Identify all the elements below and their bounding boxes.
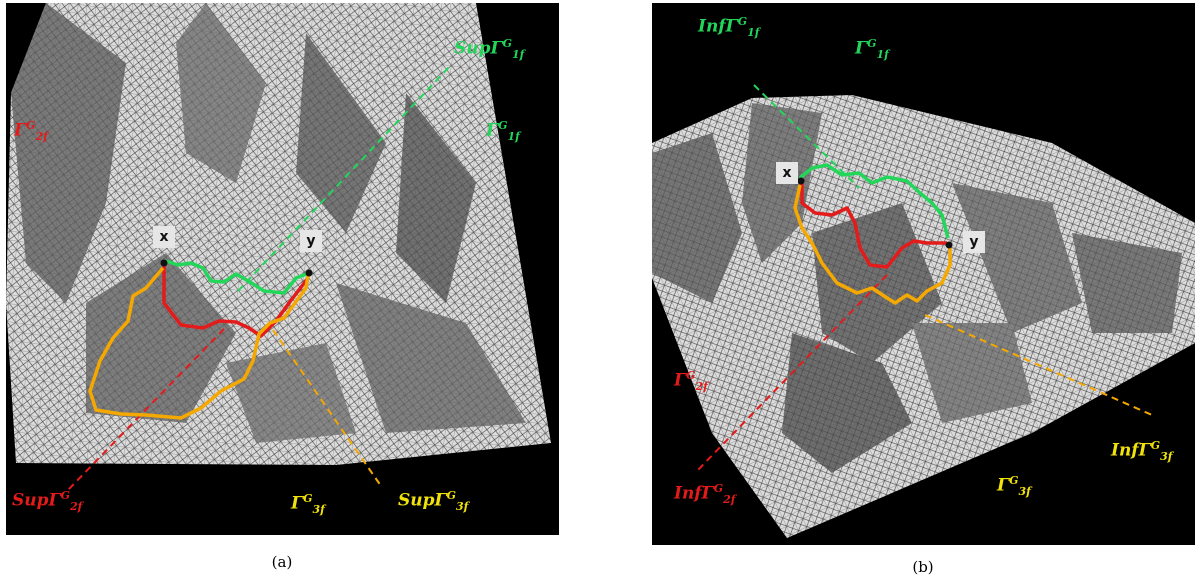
point-x xyxy=(797,177,805,185)
label-gamma-2f: ΓG2f xyxy=(674,369,708,394)
label-gamma-2f: ΓG2f xyxy=(14,119,48,144)
point-x xyxy=(160,259,168,267)
leader-sup-1 xyxy=(237,64,452,292)
path-orange xyxy=(88,266,310,420)
label-inf-gamma-1f: InfΓG1f xyxy=(698,15,760,40)
marker-y: y xyxy=(300,230,322,252)
panel-a-terrain: x y SupΓG1f ΓG1f ΓG2f SupΓG2f ΓG3f SupΓG… xyxy=(6,3,559,535)
marker-y: y xyxy=(963,231,985,253)
leader-inf-1 xyxy=(753,84,860,189)
path-green xyxy=(798,163,950,239)
label-sup-gamma-1f: SupΓG1f xyxy=(454,37,525,62)
leader-inf-3 xyxy=(924,314,1153,416)
leader-sup-3 xyxy=(272,329,382,487)
caption-b: (b) xyxy=(912,558,934,576)
label-gamma-1f: ΓG1f xyxy=(486,119,520,144)
mountain-ridges xyxy=(652,103,1182,473)
panel-a-surface xyxy=(6,3,551,491)
label-gamma-1f: ΓG1f xyxy=(855,37,889,62)
point-y xyxy=(945,241,953,249)
path-orange xyxy=(793,184,952,305)
label-gamma-3f: ΓG3f xyxy=(997,474,1031,499)
label-sup-gamma-2f: SupΓG2f xyxy=(12,489,83,514)
leader-inf-2 xyxy=(696,274,888,472)
leader-sup-2 xyxy=(67,328,225,491)
panel-b-terrain: x y InfΓG1f ΓG1f ΓG2f InfΓG2f ΓG3f InfΓG… xyxy=(652,3,1195,545)
label-gamma-3f: ΓG3f xyxy=(291,492,325,517)
path-green xyxy=(165,259,310,295)
label-sup-gamma-3f: SupΓG3f xyxy=(398,489,469,514)
label-inf-gamma-2f: InfΓG2f xyxy=(674,482,736,507)
path-red xyxy=(162,265,310,338)
label-inf-gamma-3f: InfΓG3f xyxy=(1111,439,1173,464)
panel-b-surface xyxy=(652,84,1195,538)
path-red xyxy=(800,183,947,269)
caption-a: (a) xyxy=(271,553,293,571)
point-y xyxy=(305,269,313,277)
mountain-ridges xyxy=(11,3,526,443)
marker-x: x xyxy=(153,226,175,248)
marker-x: x xyxy=(776,162,798,184)
